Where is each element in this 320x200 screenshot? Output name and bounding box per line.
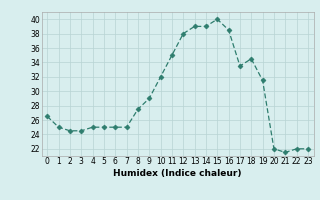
X-axis label: Humidex (Indice chaleur): Humidex (Indice chaleur) [113,169,242,178]
